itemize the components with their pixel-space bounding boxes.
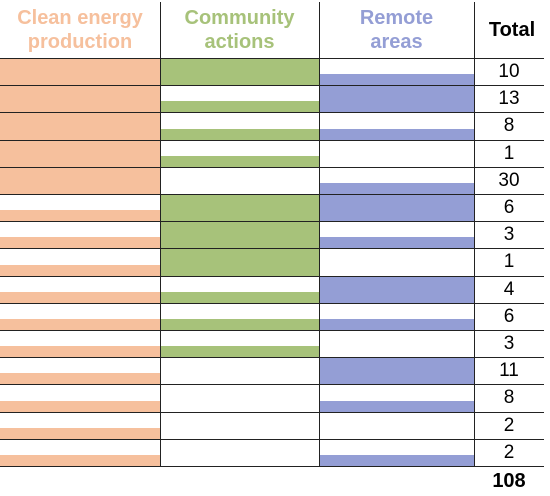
grid-hline-4	[0, 166, 544, 168]
grid-hline-2	[0, 112, 544, 114]
bar-clean-row-4	[0, 140, 160, 167]
grid-hline-8	[0, 275, 544, 277]
bar-remote-row-7	[319, 237, 474, 249]
grid-vline-0	[160, 2, 161, 466]
grid-hline-15	[0, 466, 544, 467]
header-clean-line1: Clean energy	[17, 6, 143, 29]
grid-vline-1	[319, 2, 320, 466]
bar-clean-row-1	[0, 59, 160, 86]
grid-hline-13	[0, 411, 544, 413]
bar-community-row-6	[160, 195, 319, 222]
bar-remote-row-3	[319, 128, 474, 140]
bar-community-row-1	[160, 59, 319, 86]
bar-community-row-2	[160, 101, 319, 113]
total-value-row-7: 3	[503, 224, 515, 246]
bar-clean-row-2	[0, 86, 160, 113]
bar-clean-row-10	[0, 319, 160, 330]
bar-clean-row-14	[0, 427, 160, 439]
header-remote-areas: Remote areas	[319, 2, 474, 57]
bar-community-row-10	[160, 319, 319, 330]
total-value-row-1: 10	[498, 61, 520, 83]
header-clean-line2: production	[27, 30, 133, 53]
bar-clean-row-15	[0, 455, 160, 466]
grid-hline-9	[0, 302, 544, 304]
total-value-row-6: 6	[503, 197, 515, 219]
grid-hline-10	[0, 330, 544, 331]
grid-hline-12	[0, 384, 544, 386]
grid-hline-7	[0, 248, 544, 250]
total-value-row-5: 30	[498, 169, 520, 191]
bar-community-row-8	[160, 249, 319, 276]
total-value-row-12: 11	[499, 360, 519, 382]
bar-clean-row-9	[0, 291, 160, 303]
grid-hline-11	[0, 357, 544, 359]
total-value-row-2: 13	[498, 88, 520, 110]
bar-remote-row-10	[319, 319, 474, 330]
bar-remote-row-15	[319, 455, 474, 466]
bar-clean-row-8	[0, 264, 160, 276]
bar-clean-row-6	[0, 210, 160, 222]
bar-clean-row-11	[0, 346, 160, 358]
grid-hline-0	[0, 58, 544, 59]
bar-community-row-4	[160, 155, 319, 167]
header-community-line1: Community	[184, 6, 295, 29]
bar-clean-row-13	[0, 400, 160, 412]
grid-hline-3	[0, 139, 544, 141]
total-value-row-14: 2	[503, 414, 515, 436]
grid-hline-14	[0, 438, 544, 440]
grand-total-value: 108	[492, 470, 526, 492]
header-remote-line1: Remote	[359, 6, 434, 29]
bar-community-row-3	[160, 128, 319, 140]
bar-community-row-7	[160, 222, 319, 249]
bar-clean-row-12	[0, 373, 160, 385]
grid-hline-6	[0, 221, 544, 223]
total-value-row-11: 3	[503, 333, 515, 355]
bar-remote-row-9	[319, 276, 474, 303]
header-total: Total	[474, 2, 550, 57]
header-community-line2: actions	[204, 30, 275, 53]
header-remote-line2: areas	[370, 30, 423, 53]
total-value-row-4: 1	[503, 142, 515, 164]
bar-remote-row-2	[319, 86, 474, 113]
header-clean-energy-production: Clean energy production	[0, 2, 160, 57]
total-value-row-8: 1	[503, 251, 515, 273]
bar-remote-row-6	[319, 195, 474, 222]
total-value-row-15: 2	[503, 441, 515, 463]
bar-clean-row-3	[0, 113, 160, 140]
bar-clean-row-5	[0, 167, 160, 194]
bar-community-row-9	[160, 291, 319, 303]
grid-vline-2	[474, 2, 475, 466]
grid-hline-1	[0, 85, 544, 87]
bar-clean-row-7	[0, 237, 160, 249]
total-value-row-10: 6	[503, 305, 515, 327]
header-community-actions: Community actions	[160, 2, 319, 57]
total-value-row-9: 4	[503, 278, 515, 300]
total-value-row-3: 8	[503, 115, 515, 137]
total-value-row-13: 8	[503, 387, 515, 409]
bar-remote-row-1	[319, 74, 474, 86]
bar-remote-row-13	[319, 400, 474, 412]
bar-remote-row-12	[319, 358, 474, 385]
header-total-label: Total	[488, 18, 536, 41]
grid-hline-5	[0, 194, 544, 195]
bar-remote-row-5	[319, 183, 474, 194]
bar-community-row-11	[160, 346, 319, 358]
